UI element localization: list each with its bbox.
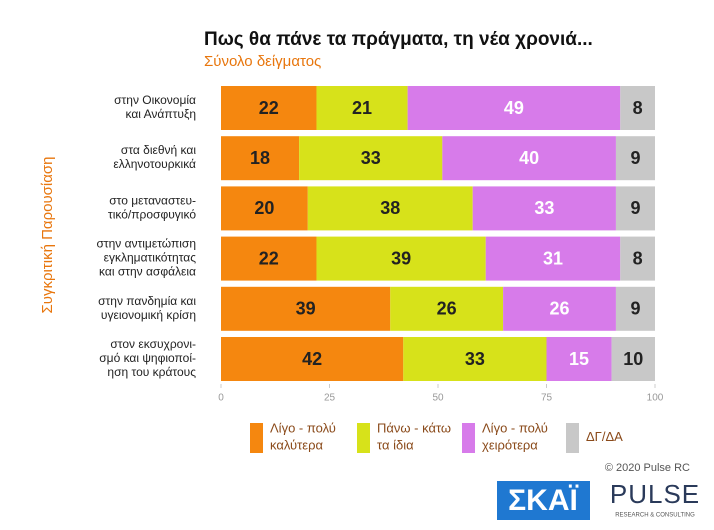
pulse-tagline: RESEARCH & CONSULTING [615, 513, 695, 519]
bar-segment [316, 86, 408, 130]
bar-segment [316, 236, 486, 281]
value-label: 22 [259, 98, 279, 118]
bar-segment [611, 337, 655, 381]
bar-segment [221, 186, 308, 231]
bar-segment [615, 136, 655, 181]
bar-segment [620, 236, 655, 281]
pulse-logo: PULSE [610, 479, 700, 509]
value-label: 20 [254, 198, 274, 218]
value-label: 26 [550, 299, 570, 319]
bar-segment [503, 286, 616, 331]
y-axis-label: Συγκριτική Παρουσίαση [39, 156, 56, 313]
legend-label: Λίγο - πολύ χειρότερα [482, 421, 548, 453]
category-label: στο μεταναστευ-τικό/προσφυγικό [108, 194, 196, 222]
x-tick-label: 100 [647, 393, 664, 404]
copyright: © 2020 Pulse RC [605, 462, 690, 474]
bar-segment [390, 286, 504, 331]
value-label: 15 [569, 349, 589, 369]
bar-segment [221, 136, 300, 181]
value-label: 39 [296, 299, 316, 319]
bar-segment [221, 337, 404, 381]
x-tick-label: 75 [541, 393, 553, 404]
value-label: 31 [543, 248, 563, 268]
category-label: στην πανδημία και υγειονομική κρίση [98, 294, 196, 322]
value-label: 9 [630, 148, 640, 168]
bar-segment [307, 186, 473, 231]
bar-segment [221, 86, 317, 130]
value-label: 40 [519, 148, 539, 168]
chart-subtitle: Σύνολο δείγματος [204, 53, 321, 70]
value-label: 33 [534, 198, 554, 218]
bar-segment [615, 186, 655, 231]
legend-swatch [566, 423, 579, 453]
category-label: στην Οικονομία και Ανάπτυξη [114, 93, 196, 121]
bar-segment [299, 136, 443, 181]
value-label: 33 [361, 148, 381, 168]
x-tick-label: 25 [324, 393, 336, 404]
legend-swatch [250, 423, 263, 453]
x-tick-label: 50 [432, 393, 444, 404]
bar-segment [442, 136, 616, 181]
x-tick-label: 0 [218, 393, 224, 404]
bar-segment [221, 236, 317, 281]
value-label: 8 [633, 98, 643, 118]
skai-logo [497, 481, 590, 520]
value-label: 10 [623, 349, 643, 369]
value-label: 42 [302, 349, 322, 369]
bar-segment [221, 286, 391, 331]
legend-swatch [357, 423, 370, 453]
bar-segment [615, 286, 655, 331]
value-label: 9 [630, 198, 640, 218]
value-label: 33 [465, 349, 485, 369]
value-label: 26 [437, 299, 457, 319]
value-label: 38 [380, 198, 400, 218]
bar-segment [407, 86, 621, 130]
bar-segment [546, 337, 612, 381]
legend-label: ΔΓ/ΔΑ [586, 429, 623, 444]
skai-logo-text: ΣΚΑΪ [508, 484, 578, 517]
value-label: 21 [352, 98, 372, 118]
value-label: 8 [633, 248, 643, 268]
legend-label: Πάνω - κάτω τα ίδια [377, 421, 451, 453]
bar-segment [472, 186, 616, 231]
bar-segment [485, 236, 621, 281]
chart-title: Πως θα πάνε τα πράγματα, τη νέα χρονιά..… [204, 29, 593, 50]
category-label: στα διεθνή και ελληνοτουρκικά [113, 143, 196, 171]
bar-segment [620, 86, 655, 130]
value-label: 49 [504, 98, 524, 118]
legend-swatch [462, 423, 475, 453]
value-label: 39 [391, 248, 411, 268]
legend-label: Λίγο - πολύ καλύτερα [270, 421, 336, 453]
bar-segment [403, 337, 547, 381]
value-label: 22 [259, 248, 279, 268]
category-label: στον εκσυχρονι-σμό και ψηφιοποί-ηση του … [99, 337, 196, 379]
value-label: 18 [250, 148, 270, 168]
category-label: στην αντιμετώπιση εγκληματικότητας και στη… [96, 237, 196, 279]
value-label: 9 [630, 299, 640, 319]
